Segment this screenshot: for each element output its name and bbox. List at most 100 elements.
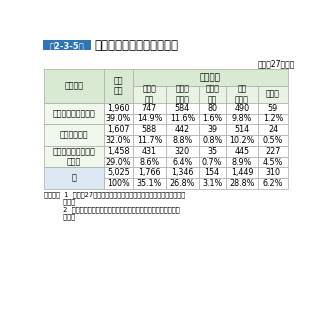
Bar [199,135,226,146]
Bar [226,124,258,135]
Text: ある。: ある。 [44,213,75,220]
Text: 5,025: 5,025 [107,168,130,177]
Bar [133,86,166,103]
Bar [133,114,166,124]
Text: 1,766: 1,766 [138,168,161,177]
Text: 1,458: 1,458 [107,147,130,156]
Text: 9.8%: 9.8% [232,114,252,123]
Text: 29.0%: 29.0% [106,158,131,167]
Text: 35: 35 [207,147,217,156]
Bar [133,146,166,157]
Bar [199,86,226,103]
Text: 8.9%: 8.9% [232,158,252,167]
Text: 10.2%: 10.2% [229,136,255,145]
Text: 310: 310 [265,168,280,177]
Bar [104,157,133,167]
Text: 1,449: 1,449 [231,168,253,177]
Text: 431: 431 [142,147,157,156]
Text: 1.6%: 1.6% [202,114,222,123]
Text: 計: 計 [71,174,76,183]
Bar [44,69,104,103]
Text: 588: 588 [142,125,157,134]
Text: 4.5%: 4.5% [263,158,283,167]
Text: 227: 227 [265,147,280,156]
Bar [199,114,226,124]
Bar [133,157,166,167]
Bar [166,167,199,178]
Bar [258,103,288,114]
Text: 審議意見: 審議意見 [64,81,83,90]
Text: 100%: 100% [107,179,130,188]
Bar [104,114,133,124]
Text: 8.6%: 8.6% [139,158,159,167]
Bar [226,178,258,189]
Bar [166,157,199,167]
Text: （平成27年度）: （平成27年度） [257,59,295,68]
Text: 審議結果: 審議結果 [200,73,221,82]
Bar [166,178,199,189]
Bar [199,167,226,178]
Text: 154: 154 [205,168,220,177]
Bar [133,135,166,146]
Bar [166,124,199,135]
Text: 1,346: 1,346 [171,168,193,177]
Text: （備考）  1  「平成27年度における消防職員委員会の運営状況調査」によ: （備考） 1 「平成27年度における消防職員委員会の運営状況調査」によ [44,191,185,198]
Bar [258,114,288,124]
Bar [226,146,258,157]
Bar [166,86,199,103]
Bar [226,103,258,114]
Bar [44,103,104,124]
Text: 第2-3-5表: 第2-3-5表 [50,41,84,50]
Bar [166,146,199,157]
Bar [104,103,133,114]
Bar [199,178,226,189]
Text: 機械器具・その他の
施設等: 機械器具・その他の 施設等 [52,147,95,166]
Bar [133,124,166,135]
Text: 2  小数点第二位を四捨五入のため、合計等が一致しない場合が: 2 小数点第二位を四捨五入のため、合計等が一致しない場合が [44,206,179,212]
Bar [258,124,288,135]
Text: 現行
どおり: 現行 どおり [235,85,249,104]
Bar [133,103,166,114]
Text: 1.2%: 1.2% [263,114,283,123]
Text: 0.8%: 0.8% [202,136,222,145]
Bar [104,167,133,178]
Text: 445: 445 [234,147,249,156]
Bar [133,178,166,189]
Text: 6.2%: 6.2% [263,179,283,188]
Text: 39.0%: 39.0% [106,114,131,123]
Text: 39: 39 [207,125,217,134]
Bar [104,178,133,189]
Bar [104,124,133,135]
Text: 59: 59 [268,104,278,113]
Bar [258,146,288,157]
Text: 0.7%: 0.7% [202,158,222,167]
Bar [226,86,258,103]
Text: 14.9%: 14.9% [137,114,162,123]
Text: 35.1%: 35.1% [137,179,162,188]
Text: 442: 442 [175,125,190,134]
Bar [104,69,133,103]
Bar [226,114,258,124]
Bar [166,114,199,124]
Bar [133,167,166,178]
Text: その他: その他 [266,90,280,99]
Text: 1,607: 1,607 [107,125,130,134]
Text: 490: 490 [234,104,249,113]
Bar [258,86,288,103]
Bar [258,178,288,189]
Text: 被服・装備品: 被服・装備品 [59,131,88,140]
Text: 諸課題
を検討: 諸課題 を検討 [175,85,189,104]
Text: 8.8%: 8.8% [172,136,192,145]
Bar [43,40,91,50]
Text: 実施が
適当: 実施が 適当 [143,85,156,104]
Bar [226,135,258,146]
Text: 勤務条件・厚生福利: 勤務条件・厚生福利 [52,109,95,118]
Bar [44,146,104,167]
Text: 11.6%: 11.6% [170,114,195,123]
Bar [166,135,199,146]
Text: 514: 514 [234,125,249,134]
Text: り作成: り作成 [44,199,75,205]
Text: 消防職員委員会の審議結果: 消防職員委員会の審議結果 [95,39,179,52]
Text: 実施は
困難: 実施は 困難 [205,85,219,104]
Bar [104,135,133,146]
